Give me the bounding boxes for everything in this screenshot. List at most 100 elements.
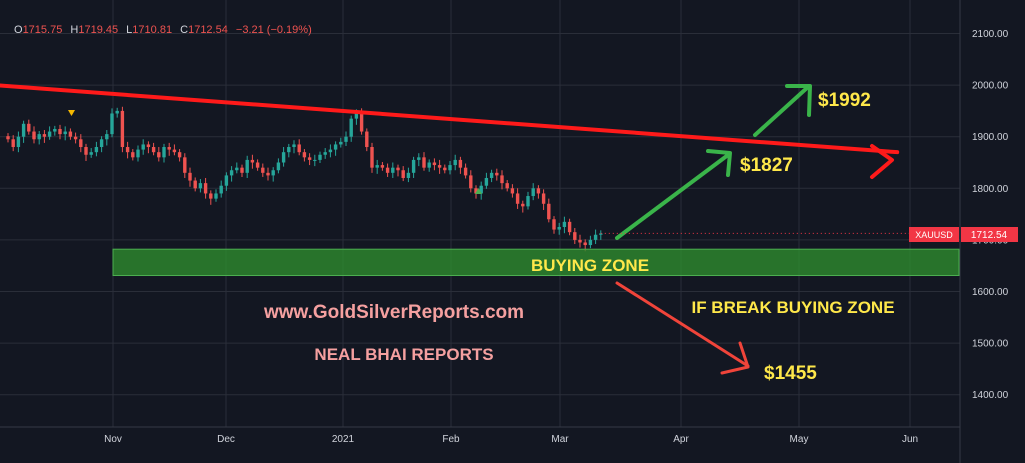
candle-body: [297, 144, 301, 153]
candle-body: [42, 134, 47, 137]
candle-body: [188, 172, 192, 181]
price-tick-label: 1600.00: [972, 287, 1009, 298]
price-tick-label: 1500.00: [972, 339, 1009, 350]
price-tag-box: [961, 227, 1018, 242]
candle: [271, 167, 275, 182]
candle: [110, 108, 114, 138]
price-tag: XAUUSD 1712.54: [909, 227, 1018, 242]
candle: [567, 218, 572, 236]
candle: [198, 179, 203, 193]
candle-body: [151, 147, 156, 153]
candle: [209, 190, 213, 205]
candle: [313, 154, 317, 167]
candle: [261, 163, 265, 177]
price-tick-label: 2000.00: [972, 81, 1009, 92]
candle-body: [500, 175, 504, 184]
candle: [495, 168, 499, 181]
candle: [365, 128, 369, 152]
candle: [505, 180, 509, 192]
time-axis[interactable]: Nov Dec 2021 Feb Mar Apr May Jun: [104, 434, 918, 445]
candle-body: [567, 221, 572, 233]
target-1827-label: $1827: [740, 155, 793, 176]
candle-body: [526, 196, 530, 207]
candle: [281, 147, 286, 167]
candle-body: [448, 165, 452, 171]
candle-body: [120, 110, 125, 148]
candle: [323, 148, 327, 159]
candle-body: [32, 131, 36, 140]
candle-body: [515, 193, 520, 204]
candle-body: [437, 165, 442, 168]
candle-body: [105, 134, 109, 140]
candle-body: [141, 144, 145, 150]
candle-body: [131, 152, 135, 158]
grid: [0, 0, 960, 427]
candle-body: [27, 123, 31, 132]
candle-body: [469, 175, 473, 189]
candle-body: [276, 162, 281, 171]
candle: [266, 167, 270, 181]
candle-body: [79, 139, 83, 148]
candle: [89, 148, 93, 158]
candle-body: [177, 152, 182, 158]
target-1827-arrow: [615, 153, 730, 240]
candle-body: [146, 144, 151, 148]
candle-body: [287, 147, 291, 153]
candle-body: [396, 167, 400, 171]
candle: [302, 149, 307, 162]
candle: [79, 134, 83, 153]
candle-body: [510, 188, 515, 194]
low-label: L: [126, 24, 132, 36]
candle: [344, 131, 348, 146]
candle-body: [521, 203, 525, 207]
candle-body: [162, 147, 166, 158]
candle-body: [385, 167, 390, 173]
candle-body: [417, 157, 421, 160]
time-tick-label: Mar: [551, 434, 569, 445]
candle-body: [261, 167, 265, 173]
candle: [422, 152, 426, 171]
candle: [203, 177, 208, 199]
candle: [469, 170, 473, 193]
candle-body: [380, 165, 385, 168]
candle: [541, 189, 546, 210]
candle: [489, 169, 494, 183]
candle-body: [16, 136, 21, 148]
candle-body: [63, 131, 67, 135]
target-1992-arrowhead-icon: [785, 84, 812, 117]
candle-body: [463, 167, 468, 176]
candle-body: [443, 167, 447, 171]
if-break-label: IF BREAK BUYING ZONE: [691, 298, 894, 317]
candle-body: [495, 172, 499, 176]
candle-body: [250, 159, 255, 163]
candle-body: [110, 113, 114, 135]
candle-body: [157, 152, 161, 158]
candle: [573, 228, 577, 245]
price-tick-label: 2100.00: [972, 29, 1009, 40]
candle: [235, 162, 239, 174]
candle: [427, 159, 431, 172]
candle-body: [578, 239, 582, 243]
time-tick-label: 2021: [332, 434, 355, 445]
candle: [479, 181, 483, 200]
candle-body: [198, 183, 203, 189]
target-1992-label: $1992: [818, 90, 871, 111]
candle: [120, 106, 125, 153]
candle: [47, 126, 52, 140]
candle: [370, 142, 374, 173]
target-1827-arrowhead-icon: [706, 149, 732, 177]
website-watermark: www.GoldSilverReports.com: [263, 302, 524, 323]
candle-body: [53, 128, 57, 132]
candle-body: [505, 183, 509, 189]
candle-body: [349, 118, 353, 137]
drawings: [0, 83, 960, 375]
candle-body: [37, 134, 41, 140]
candle: [521, 200, 525, 213]
price-tick-label: 1800.00: [972, 184, 1009, 195]
candle-body: [365, 131, 369, 148]
target-1455-arrow: [615, 281, 750, 368]
target-1992-arrow: [753, 85, 810, 137]
candle-body: [11, 139, 15, 148]
